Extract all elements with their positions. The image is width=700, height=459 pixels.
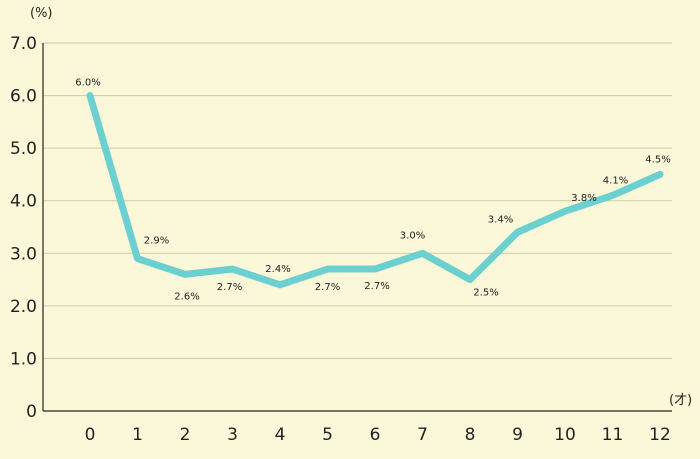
x-tick-label: 5 [322,425,333,445]
data-label: 6.0% [75,78,100,89]
data-label: 4.5% [645,154,670,165]
y-tick-label: 4.0 [10,192,37,212]
data-label: 2.7% [217,282,242,293]
y-unit-label: (%) [30,6,53,21]
x-tick-label: 1 [132,425,143,445]
y-tick-label: 3.0 [10,244,37,264]
x-tick-label: 11 [602,425,624,445]
x-tick-label: 6 [370,425,381,445]
data-label: 3.4% [488,214,513,225]
x-tick-label: 2 [180,425,191,445]
x-tick-label: 0 [85,425,96,445]
y-tick-label: 6.0 [10,87,37,107]
data-label: 3.0% [400,230,425,241]
data-label: 2.6% [174,291,199,302]
x-tick-labels: 0 1 2 3 4 5 6 7 8 9 10 11 12 [85,425,671,445]
y-tick-label: 2.0 [10,297,37,317]
x-tick-label: 9 [512,425,523,445]
data-label: 2.7% [364,281,389,292]
data-label: 2.5% [473,288,498,299]
data-label: 2.4% [265,264,290,275]
data-label: 3.8% [571,193,596,204]
series-line [86,92,664,289]
data-label: 4.1% [603,175,628,186]
x-tick-label: 8 [465,425,476,445]
x-unit-label: (才) [669,393,692,408]
y-tick-label: 7.0 [10,34,37,54]
y-tick-label: 0 [26,402,37,422]
series-group [86,92,664,289]
data-labels: 6.0% 2.9% 2.6% 2.7% 2.4% 2.7% 2.7% 3.0% 2.5% 3.4%… [75,78,670,303]
x-tick-label: 10 [554,425,576,445]
data-label: 2.7% [315,282,340,293]
y-tick-labels: 0 1.0 2.0 3.0 4.0 5.0 6.0 7.0 [10,34,37,422]
x-tick-label: 4 [275,425,286,445]
x-tick-label: 3 [227,425,238,445]
x-tick-label: 7 [417,425,428,445]
data-label: 2.9% [144,236,169,247]
grid-lines [43,42,672,359]
y-tick-label: 5.0 [10,139,37,159]
x-tick-label: 12 [649,425,671,445]
y-tick-label: 1.0 [10,349,37,369]
